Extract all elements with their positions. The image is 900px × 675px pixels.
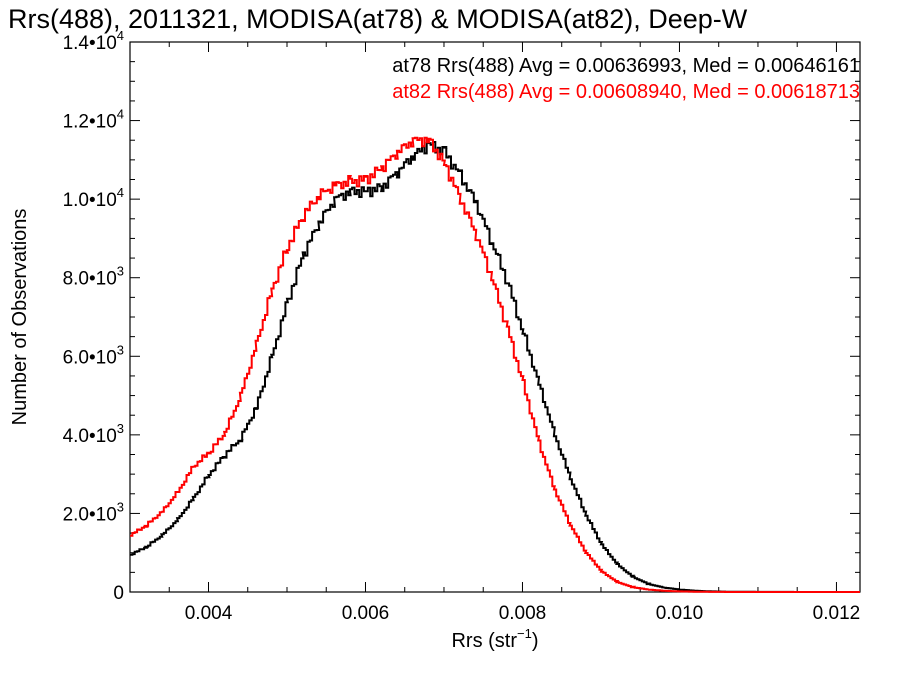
y-tick-label: 1.0•104 [63,185,124,211]
y-tick-label: 6.0•103 [63,342,124,368]
legend-entry-1: at78 Rrs(488) Avg = 0.00636993, Med = 0.… [392,55,860,77]
y-tick-label: 8.0•103 [63,264,124,290]
y-tick-label: 2.0•103 [63,499,124,525]
y-tick-label: 1.2•104 [63,107,124,133]
x-axis-ticks: 0.004 0.006 0.008 0.010 0.012 [129,42,861,624]
y-tick-label: 1.4•104 [63,28,124,54]
y-tick-label: 4.0•103 [63,421,124,447]
x-tick-label: 0.010 [656,603,704,624]
series-line-2 [130,136,860,593]
series-group [130,136,860,593]
series-line-1 [130,141,860,593]
x-axis-label: Rrs (str−1) [451,626,538,652]
legend: at78 Rrs(488) Avg = 0.00636993, Med = 0.… [392,55,860,103]
chart-title: Rrs(488), 2011321, MODISA(at78) & MODISA… [8,4,748,34]
y-axis-ticks: 0 2.0•103 4.0•103 6.0•103 8.0•103 1.0•104 1.2•… [63,28,860,604]
y-tick-label: 0 [113,583,124,604]
y-axis-label: Number of Observations [9,209,31,426]
x-tick-label: 0.008 [499,603,547,624]
x-tick-label: 0.006 [342,603,390,624]
legend-entry-2: at82 Rrs(488) Avg = 0.00608940, Med = 0.… [392,81,860,103]
plot-frame [129,41,861,593]
x-tick-label: 0.004 [185,603,233,624]
x-tick-label: 0.012 [813,603,861,624]
